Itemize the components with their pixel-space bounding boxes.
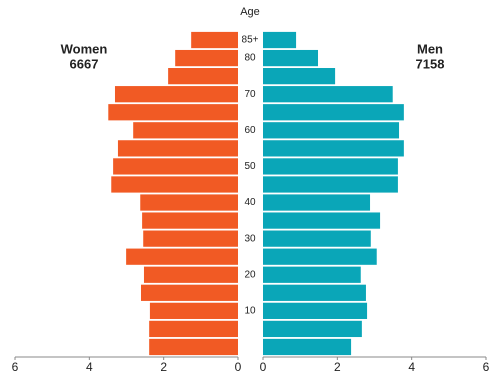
bar [263,49,319,67]
bar [263,176,398,193]
bar [133,122,238,139]
axis-title: Age [240,6,260,18]
bar [114,86,238,103]
y-tick-label: 85+ [242,35,259,46]
y-tick-label: 60 [244,125,256,136]
y-tick-label: 30 [244,233,256,244]
bar [263,194,371,211]
x-tick-label: 4 [408,360,415,374]
bar [191,31,238,49]
bar [140,194,238,211]
bar [149,338,238,356]
bar [126,248,238,265]
y-tick-label: 10 [244,306,256,317]
bar [108,104,238,121]
x-tick-label: 2 [160,360,167,374]
legend-label: Men [417,41,443,56]
bar [263,248,377,265]
bar [263,140,404,157]
bar [263,104,404,121]
bar [263,68,336,85]
bar [263,31,297,49]
bar [263,338,352,356]
bar [140,284,238,301]
y-tick-label: 50 [244,161,256,172]
y-tick-label: 20 [244,269,256,280]
bar [263,212,381,229]
bar [168,68,238,85]
x-tick-label: 6 [12,360,19,374]
y-tick-label: 80 [244,53,256,64]
bar [143,266,238,283]
x-tick-label: 4 [86,360,93,374]
bar [142,212,238,229]
bar [111,176,238,193]
x-tick-label: 2 [334,360,341,374]
y-tick-label: 40 [244,197,256,208]
legend-label: Women [61,41,108,56]
bar [263,86,393,103]
bar [113,158,238,175]
bar [175,49,238,67]
bar [149,320,238,338]
y-tick-label: 70 [244,89,256,100]
bar [149,302,238,319]
x-tick-label: 0 [260,360,267,374]
bar [263,284,366,301]
bar [143,230,238,247]
bar [117,140,238,157]
x-tick-label: 0 [235,360,242,374]
x-tick-label: 6 [483,360,490,374]
legend-total: 6667 [70,56,99,71]
bar [263,122,400,139]
bar [263,320,362,338]
bar [263,158,398,175]
bar [263,230,371,247]
legend-total: 7158 [416,56,445,71]
bar [263,302,368,319]
bar [263,266,361,283]
